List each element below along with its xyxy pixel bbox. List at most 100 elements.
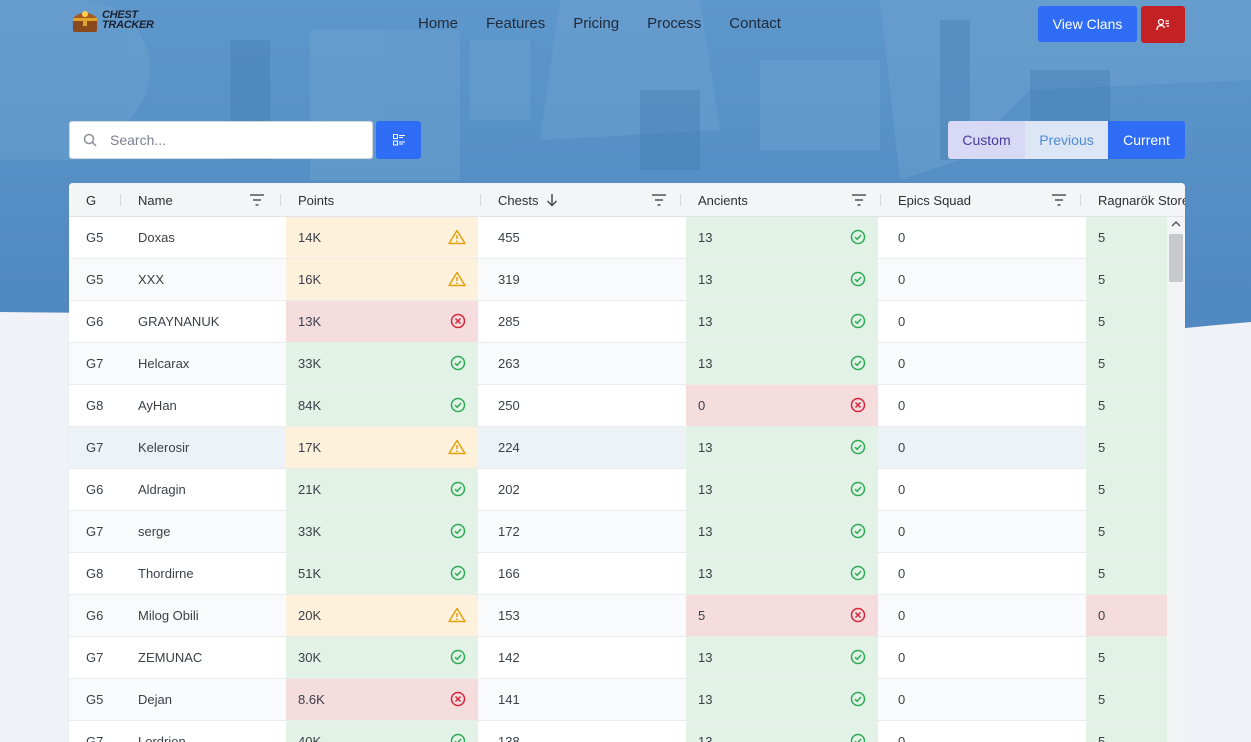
table-row[interactable]: G7 Lordrion 40K 138 13 0 5 xyxy=(69,721,1167,742)
column-header-g[interactable]: G xyxy=(69,183,121,217)
cell-points: 8.6K xyxy=(286,679,478,720)
ragnarok-value: 5 xyxy=(1098,566,1106,581)
table-row[interactable]: G8 AyHan 84K 250 0 0 5 xyxy=(69,385,1167,427)
cell-g: G8 xyxy=(86,566,104,581)
cell-name[interactable]: XXX xyxy=(138,272,165,287)
period-current-button[interactable]: Current xyxy=(1108,121,1185,159)
cell-g: G6 xyxy=(86,482,104,497)
column-filter-icon[interactable] xyxy=(249,193,265,207)
period-custom-button[interactable]: Custom xyxy=(948,121,1025,159)
table-scrollbar[interactable] xyxy=(1167,217,1185,742)
ancients-value: 13 xyxy=(698,566,713,581)
members-table: G Name Points Chests Ancients Epics Squa… xyxy=(69,183,1185,742)
points-value: 84K xyxy=(298,398,322,413)
search-input[interactable] xyxy=(110,132,360,148)
table-row[interactable]: G6 Milog Obili 20K 153 5 0 0 xyxy=(69,595,1167,637)
table-row[interactable]: G5 Doxas 14K 455 13 0 5 xyxy=(69,217,1167,259)
table-row[interactable]: G7 serge 33K 172 13 0 5 xyxy=(69,511,1167,553)
brand-logo[interactable]: CHEST TRACKER xyxy=(70,5,154,35)
column-header-name[interactable]: Name xyxy=(121,183,281,217)
check-circle-icon xyxy=(850,733,866,742)
user-menu-button[interactable] xyxy=(1141,6,1185,43)
table-row[interactable]: G6 Aldragin 21K 202 13 0 5 xyxy=(69,469,1167,511)
points-value: 17K xyxy=(298,440,322,455)
table-row[interactable]: G7 ZEMUNAC 30K 142 13 0 5 xyxy=(69,637,1167,679)
column-header-ragnarok-store[interactable]: Ragnarök Store xyxy=(1081,183,1185,217)
points-value: 30K xyxy=(298,650,322,665)
cell-ancients: 13 xyxy=(686,469,878,510)
cell-name[interactable]: ZEMUNAC xyxy=(138,650,203,665)
column-label-name: Name xyxy=(138,192,173,208)
column-filter-icon[interactable] xyxy=(651,193,667,207)
cell-name[interactable]: Milog Obili xyxy=(138,608,199,623)
cell-name[interactable]: AyHan xyxy=(138,398,177,413)
cell-g: G7 xyxy=(86,356,104,371)
period-previous-button[interactable]: Previous xyxy=(1025,121,1108,159)
ragnarok-value: 5 xyxy=(1098,482,1106,497)
ancients-value: 13 xyxy=(698,356,713,371)
check-circle-icon xyxy=(850,229,866,248)
table-row[interactable]: G8 Thordirne 51K 166 13 0 5 xyxy=(69,553,1167,595)
nav-features[interactable]: Features xyxy=(486,15,546,32)
points-value: 13K xyxy=(298,314,322,329)
cell-g: G5 xyxy=(86,692,104,707)
cell-points: 84K xyxy=(286,385,478,426)
check-circle-icon xyxy=(850,565,866,584)
column-header-ancients[interactable]: Ancients xyxy=(681,183,881,217)
nav-contact[interactable]: Contact xyxy=(729,15,781,32)
cell-ragnarok-store: 5 xyxy=(1086,637,1167,678)
cell-ragnarok-store: 5 xyxy=(1086,301,1167,342)
ancients-value: 5 xyxy=(698,608,706,623)
column-header-chests[interactable]: Chests xyxy=(481,183,681,217)
column-header-epics-squad[interactable]: Epics Squad xyxy=(881,183,1081,217)
check-circle-icon xyxy=(850,649,866,668)
cell-name[interactable]: Kelerosir xyxy=(138,440,190,455)
cell-name[interactable]: Aldragin xyxy=(138,482,186,497)
table-row[interactable]: G7 Helcarax 33K 263 13 0 5 xyxy=(69,343,1167,385)
cell-name[interactable]: Helcarax xyxy=(138,356,190,371)
view-clans-button[interactable]: View Clans xyxy=(1038,6,1137,42)
warning-triangle-icon xyxy=(448,229,466,248)
ancients-value: 13 xyxy=(698,650,713,665)
cell-epics-squad: 0 xyxy=(898,230,906,245)
cell-name[interactable]: serge xyxy=(138,524,171,539)
nav-process[interactable]: Process xyxy=(647,15,702,32)
column-filter-icon[interactable] xyxy=(851,193,867,207)
column-header-points[interactable]: Points xyxy=(281,183,481,217)
period-toggle: Custom Previous Current xyxy=(948,121,1185,159)
filter-options-button[interactable] xyxy=(376,121,421,159)
x-circle-icon xyxy=(450,313,466,332)
cell-g: G7 xyxy=(86,524,104,539)
cell-epics-squad: 0 xyxy=(898,398,906,413)
cell-epics-squad: 0 xyxy=(898,440,906,455)
nav-pricing[interactable]: Pricing xyxy=(573,15,620,32)
x-circle-icon xyxy=(850,397,866,416)
cell-name[interactable]: GRAYNANUK xyxy=(138,314,220,329)
cell-epics-squad: 0 xyxy=(898,650,906,665)
column-label-epics: Epics Squad xyxy=(898,192,971,208)
table-row[interactable]: G5 Dejan 8.6K 141 13 0 5 xyxy=(69,679,1167,721)
cell-name[interactable]: Thordirne xyxy=(138,566,194,581)
x-circle-icon xyxy=(850,607,866,626)
points-value: 8.6K xyxy=(298,692,325,707)
cell-name[interactable]: Dejan xyxy=(138,692,172,707)
table-row[interactable]: G5 XXX 16K 319 13 0 5 xyxy=(69,259,1167,301)
cell-ancients: 13 xyxy=(686,427,878,468)
brand-line1: CHEST xyxy=(102,9,138,21)
search-icon xyxy=(70,133,110,147)
cell-chests: 202 xyxy=(498,482,520,497)
cell-name[interactable]: Lordrion xyxy=(138,734,186,742)
column-label-ragnarok: Ragnarök Store xyxy=(1098,192,1185,208)
cell-ragnarok-store: 5 xyxy=(1086,385,1167,426)
cell-g: G5 xyxy=(86,272,104,287)
nav-home[interactable]: Home xyxy=(418,15,459,32)
table-row[interactable]: G6 GRAYNANUK 13K 285 13 0 5 xyxy=(69,301,1167,343)
column-filter-icon[interactable] xyxy=(1051,193,1067,207)
arrow-down-icon xyxy=(547,194,558,207)
check-circle-icon xyxy=(850,523,866,542)
table-row[interactable]: G7 Kelerosir 17K 224 13 0 5 xyxy=(69,427,1167,469)
scrollbar-thumb[interactable] xyxy=(1169,234,1183,282)
cell-points: 30K xyxy=(286,637,478,678)
scroll-up-icon[interactable] xyxy=(1171,220,1181,228)
cell-name[interactable]: Doxas xyxy=(138,230,175,245)
